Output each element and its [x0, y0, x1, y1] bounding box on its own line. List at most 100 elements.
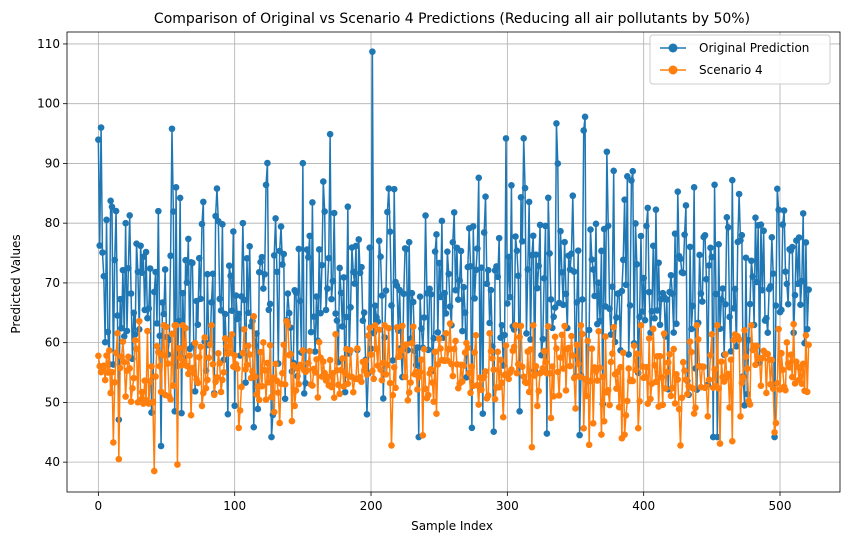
data-point: [231, 402, 238, 410]
data-point: [224, 410, 232, 418]
data-point: [667, 271, 675, 279]
data-point: [150, 288, 158, 296]
data-point: [384, 361, 391, 369]
data-point: [729, 437, 736, 445]
data-point: [779, 366, 787, 374]
data-point: [262, 181, 270, 189]
data-point: [219, 221, 226, 228]
data-point: [414, 386, 421, 393]
data-point: [236, 407, 244, 414]
data-point: [604, 222, 612, 230]
data-point: [452, 286, 459, 294]
data-point: [641, 316, 649, 324]
x-axis: 0 100 200 300 400 500: [95, 492, 791, 513]
data-point: [377, 253, 384, 260]
data-point: [664, 359, 672, 366]
data-point: [688, 325, 695, 333]
data-point: [204, 270, 211, 278]
data-point: [420, 345, 428, 353]
data-point: [291, 402, 298, 410]
data-point: [433, 410, 440, 417]
data-point: [320, 358, 327, 365]
data-point: [498, 321, 506, 329]
data-point: [549, 363, 556, 370]
data-point: [388, 442, 395, 449]
data-point: [205, 354, 213, 362]
data-point: [529, 232, 537, 240]
data-point: [775, 206, 782, 214]
data-point: [138, 388, 146, 396]
data-point: [656, 321, 664, 329]
data-point: [625, 365, 632, 372]
data-point: [497, 356, 504, 364]
data-point: [197, 295, 204, 303]
data-point: [100, 272, 108, 280]
data-point: [603, 148, 611, 156]
data-point: [339, 323, 346, 330]
data-point: [170, 208, 177, 215]
data-point: [482, 193, 489, 200]
data-point: [749, 273, 757, 280]
data-point: [228, 331, 236, 338]
data-point: [426, 285, 433, 293]
data-point: [686, 338, 694, 345]
data-point: [529, 322, 537, 329]
data-point: [553, 120, 560, 127]
data-point: [628, 177, 635, 184]
data-point: [787, 351, 795, 358]
data-point: [234, 315, 241, 323]
data-point: [202, 385, 210, 392]
legend-frame: [649, 34, 831, 85]
data-point: [622, 281, 630, 289]
data-point: [135, 317, 143, 325]
data-point: [632, 366, 639, 374]
data-point: [652, 378, 660, 386]
data-point: [235, 424, 243, 432]
data-point: [172, 184, 180, 191]
data-point: [272, 360, 279, 368]
data-point: [573, 341, 581, 349]
data-point: [239, 219, 247, 227]
data-point: [390, 364, 398, 371]
data-point: [247, 322, 255, 330]
data-point: [489, 354, 496, 362]
data-point: [535, 387, 543, 395]
data-point: [726, 313, 733, 321]
data-point: [797, 301, 804, 309]
y-tick-label: 80: [45, 216, 60, 230]
data-point: [570, 374, 578, 382]
data-point: [270, 408, 278, 416]
data-point: [678, 394, 686, 402]
data-point: [326, 356, 334, 364]
data-point: [773, 185, 781, 193]
data-point: [418, 325, 425, 332]
x-tick-label: 300: [496, 499, 519, 513]
data-point: [386, 379, 394, 387]
data-point: [339, 355, 346, 362]
data-point: [341, 388, 349, 396]
data-point: [328, 295, 335, 303]
data-point: [157, 442, 165, 450]
data-point: [246, 351, 253, 358]
data-point: [190, 370, 198, 377]
data-point: [276, 419, 283, 427]
data-point: [805, 286, 812, 293]
data-point: [101, 338, 109, 346]
data-point: [569, 192, 577, 200]
data-point: [130, 309, 138, 317]
y-axis-label: Predicted Values: [9, 234, 23, 333]
data-point: [273, 268, 281, 276]
data-point: [133, 345, 140, 353]
data-point: [482, 368, 489, 375]
data-point: [644, 204, 652, 212]
data-point: [356, 269, 364, 277]
data-point: [493, 263, 500, 270]
data-point: [681, 367, 688, 374]
data-point: [321, 208, 328, 215]
data-point: [96, 242, 104, 249]
data-point: [367, 351, 375, 358]
data-point: [303, 367, 311, 374]
axes-frame: [66, 31, 841, 493]
data-point: [670, 329, 677, 336]
data-point: [595, 279, 602, 287]
